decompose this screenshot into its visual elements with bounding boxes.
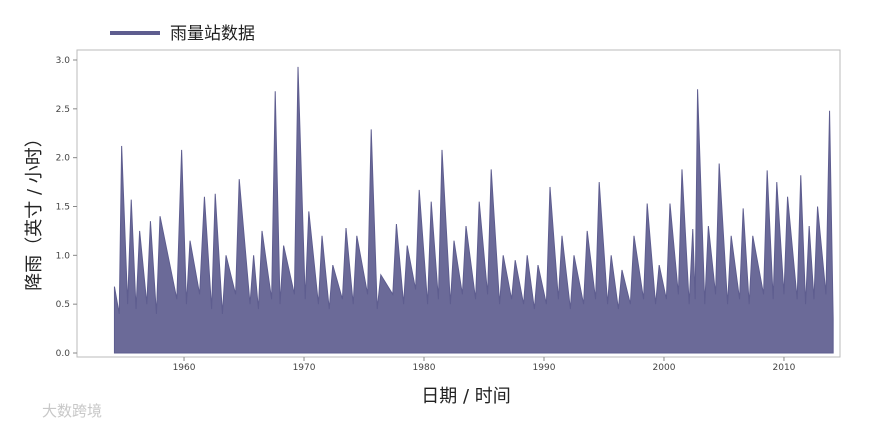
watermark: 大数跨境 [42,402,102,420]
y-tick-label: 2.0 [56,154,71,164]
x-axis-label: 日期 / 时间 [421,386,511,407]
y-tick-label: 2.5 [56,105,70,115]
x-tick-label: 1970 [293,363,316,373]
x-tick-label: 2010 [773,363,796,373]
y-tick-label: 0.5 [56,300,70,310]
x-tick-label: 1960 [173,363,196,373]
plot-frame [76,49,841,358]
y-tick-label: 1.0 [56,251,71,261]
y-tick-label: 1.5 [56,203,70,213]
x-tick-label: 1990 [533,363,556,373]
y-tick-label: 0.0 [56,349,71,359]
x-tick-label: 2000 [653,363,676,373]
y-axis-label: 降雨（英寸 / 小时） [24,129,45,291]
x-tick-label: 1980 [413,363,436,373]
rain-area [113,66,834,354]
y-tick-label: 3.0 [56,56,71,66]
legend-label: 雨量站数据 [170,24,255,44]
